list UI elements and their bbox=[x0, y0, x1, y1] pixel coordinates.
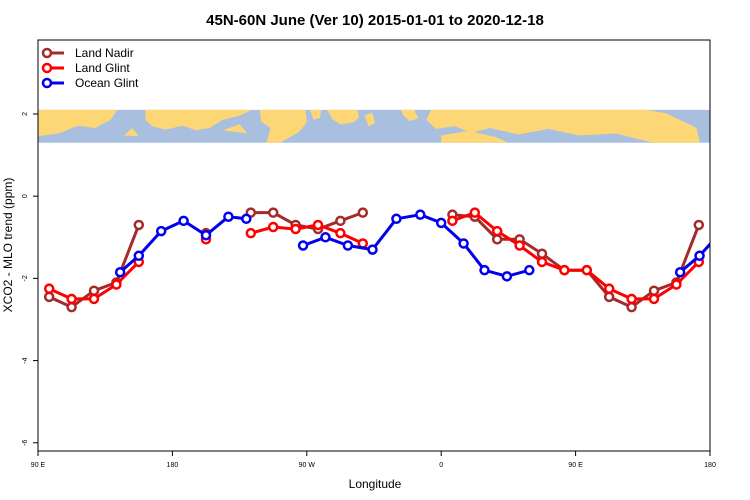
data-point bbox=[357, 207, 369, 218]
data-point bbox=[435, 217, 447, 229]
x-axis-label: Longitude bbox=[349, 477, 402, 491]
data-point bbox=[66, 301, 77, 313]
data-point bbox=[88, 293, 100, 305]
data-point bbox=[458, 238, 469, 249]
data-point bbox=[514, 240, 525, 251]
data-point bbox=[312, 219, 324, 231]
data-point bbox=[536, 248, 548, 259]
x-axis: 90 E 180 90 W 0 90 E 180 bbox=[31, 451, 716, 469]
data-point bbox=[479, 264, 490, 276]
data-point bbox=[43, 283, 55, 294]
data-point bbox=[491, 225, 503, 237]
y-tick-label: 2 bbox=[22, 112, 29, 116]
data-point bbox=[603, 283, 615, 294]
map-land-5 bbox=[310, 109, 322, 120]
data-point bbox=[88, 285, 100, 296]
y-tick-label: 0 bbox=[22, 194, 29, 198]
data-point bbox=[501, 271, 513, 282]
data-point bbox=[267, 207, 279, 218]
data-point bbox=[223, 211, 234, 222]
legend-label: Ocean Glint bbox=[75, 76, 139, 90]
y-axis-label: XCO2 - MLO trend (ppm) bbox=[1, 178, 15, 313]
series-layer bbox=[43, 207, 726, 313]
data-point bbox=[626, 293, 637, 305]
map-land-7 bbox=[364, 112, 376, 127]
map-land-1 bbox=[124, 128, 139, 137]
data-point bbox=[693, 219, 705, 231]
plot-frame bbox=[37, 39, 711, 452]
map-land-2 bbox=[145, 109, 252, 131]
chart-title: 45N-60N June (Ver 10) 2015-01-01 to 2020… bbox=[206, 12, 544, 29]
data-point bbox=[671, 279, 682, 290]
data-point bbox=[290, 223, 301, 235]
data-point bbox=[133, 219, 145, 231]
data-point bbox=[391, 213, 402, 225]
data-point bbox=[524, 264, 535, 276]
y-axis: -6 -4 -2 0 2 bbox=[22, 112, 38, 446]
legend-marker bbox=[41, 47, 53, 59]
map-land-8 bbox=[400, 109, 419, 121]
data-point bbox=[447, 215, 458, 227]
legend-marker bbox=[41, 62, 53, 74]
map-land-4 bbox=[259, 109, 307, 143]
series-ocean-glint bbox=[114, 209, 726, 282]
data-point bbox=[648, 293, 660, 305]
world-map-band bbox=[38, 109, 710, 143]
data-point bbox=[626, 301, 637, 313]
data-point bbox=[559, 264, 570, 276]
data-point bbox=[245, 227, 257, 239]
data-point bbox=[297, 240, 309, 251]
map-land-3 bbox=[222, 124, 248, 134]
data-point bbox=[241, 213, 252, 225]
data-point bbox=[43, 291, 55, 303]
data-point bbox=[320, 232, 331, 243]
data-point bbox=[200, 229, 212, 241]
data-point bbox=[469, 207, 481, 218]
data-point bbox=[536, 256, 548, 268]
data-point bbox=[718, 227, 726, 235]
data-point bbox=[66, 293, 77, 305]
map-land-10 bbox=[649, 121, 667, 140]
series-line bbox=[451, 211, 700, 301]
legend-label: Land Glint bbox=[75, 61, 130, 75]
map-land-0 bbox=[38, 109, 118, 137]
y-tick-label: -6 bbox=[22, 440, 29, 446]
data-point bbox=[114, 266, 126, 278]
x-tick-label: 0 bbox=[439, 462, 443, 469]
x-tick-label: 180 bbox=[704, 462, 716, 469]
data-point bbox=[648, 285, 660, 296]
data-point bbox=[133, 250, 145, 262]
data-point bbox=[415, 209, 426, 220]
data-point bbox=[581, 264, 593, 276]
data-point bbox=[342, 240, 354, 251]
series-land-nadir bbox=[43, 207, 705, 313]
x-tick-label: 180 bbox=[167, 462, 179, 469]
legend-marker bbox=[41, 77, 53, 89]
data-point bbox=[674, 266, 686, 278]
series-land-glint bbox=[43, 207, 705, 305]
data-point bbox=[491, 234, 503, 245]
x-tick-label: 90 W bbox=[299, 462, 316, 469]
data-point bbox=[603, 291, 615, 303]
y-tick-label: -2 bbox=[22, 275, 29, 281]
data-point bbox=[267, 221, 279, 233]
data-point bbox=[155, 225, 167, 237]
data-point bbox=[335, 215, 346, 227]
data-point bbox=[111, 279, 122, 290]
y-tick-label: -4 bbox=[22, 357, 29, 363]
legend-label: Land Nadir bbox=[75, 46, 134, 60]
x-tick-label: 90 E bbox=[31, 462, 46, 469]
map-land-9 bbox=[426, 109, 700, 143]
map-land-11 bbox=[441, 130, 509, 143]
data-point bbox=[694, 250, 705, 262]
x-tick-label: 90 E bbox=[568, 462, 583, 469]
data-point bbox=[178, 215, 189, 227]
data-point bbox=[367, 244, 378, 255]
data-point bbox=[335, 227, 346, 239]
map-land-6 bbox=[327, 109, 360, 125]
